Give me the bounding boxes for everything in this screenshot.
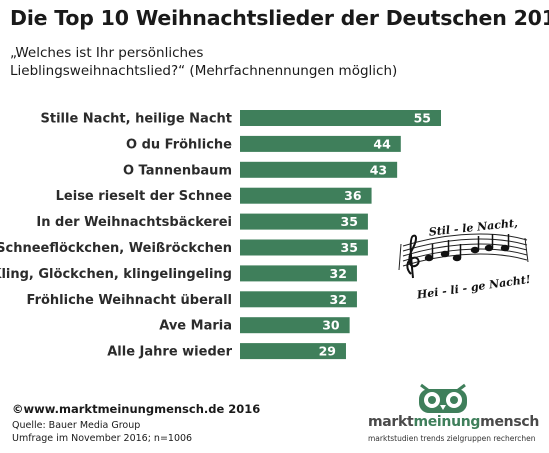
category-label: Stille Nacht, heilige Nacht <box>41 112 233 127</box>
subtitle-line-1: „Welches ist Ihr persönliches <box>10 45 204 61</box>
value-label: 30 <box>322 318 340 333</box>
category-label: In der Weihnachtsbäckerei <box>36 215 232 230</box>
chart-title: Die Top 10 Weihnachtslieder der Deutsche… <box>10 6 549 30</box>
lyrics-bottom: Hei - li - ge Nacht! <box>415 273 532 302</box>
logo-part-mensch: mensch <box>480 414 540 430</box>
value-label: 43 <box>370 162 387 177</box>
bar <box>240 291 357 308</box>
value-label: 29 <box>319 344 336 359</box>
sheet-music-illustration: Stil - le Nacht, Hei - li - ge Nacht! <box>398 218 532 302</box>
bar <box>240 265 357 282</box>
bar <box>240 161 398 178</box>
category-label: O Tannenbaum <box>123 163 232 178</box>
source-note: Quelle: Bauer Media Group <box>12 420 141 431</box>
value-label: 32 <box>330 292 347 307</box>
bar <box>240 187 372 204</box>
logo-tagline: marktstudien trends zielgruppen recherch… <box>368 434 536 443</box>
value-label: 36 <box>344 188 362 203</box>
music-notes-icon <box>424 234 510 262</box>
logo-part-meinung: meinung <box>413 414 481 430</box>
bar <box>240 135 401 152</box>
logo-part-markt: markt <box>368 414 414 430</box>
value-label: 35 <box>341 240 358 255</box>
bar <box>240 343 346 360</box>
category-label: Ave Maria <box>159 319 232 334</box>
category-label: Schneeflöckchen, Weißröckchen <box>0 241 232 256</box>
bar <box>240 317 350 334</box>
category-label: O du Fröhliche <box>126 137 232 152</box>
owl-logo-icon <box>419 383 467 413</box>
category-label: Leise rieselt der Schnee <box>56 189 233 204</box>
value-label: 35 <box>341 214 358 229</box>
category-label: Kling, Glöckchen, klingelingeling <box>0 267 232 282</box>
value-label: 32 <box>330 266 347 281</box>
copyright: ©www.marktmeinungmensch.de 2016 <box>12 402 261 416</box>
bar <box>240 213 368 230</box>
treble-clef-icon <box>406 234 420 279</box>
logo-wordmark: marktmeinungmensch <box>368 414 539 430</box>
category-label: Fröhliche Weihnacht überall <box>27 293 232 308</box>
bar <box>240 110 441 126</box>
bar <box>240 239 368 256</box>
category-label: Alle Jahre wieder <box>107 345 232 360</box>
survey-note: Umfrage im November 2016; n=1006 <box>12 433 193 444</box>
subtitle-line-2: Lieblingsweihnachtslied?“ (Mehrfachnennu… <box>10 63 398 79</box>
value-label: 55 <box>414 111 431 126</box>
value-label: 44 <box>373 136 391 151</box>
chart-subtitle: „Welches ist Ihr persönliches Lieblingsw… <box>10 44 430 80</box>
